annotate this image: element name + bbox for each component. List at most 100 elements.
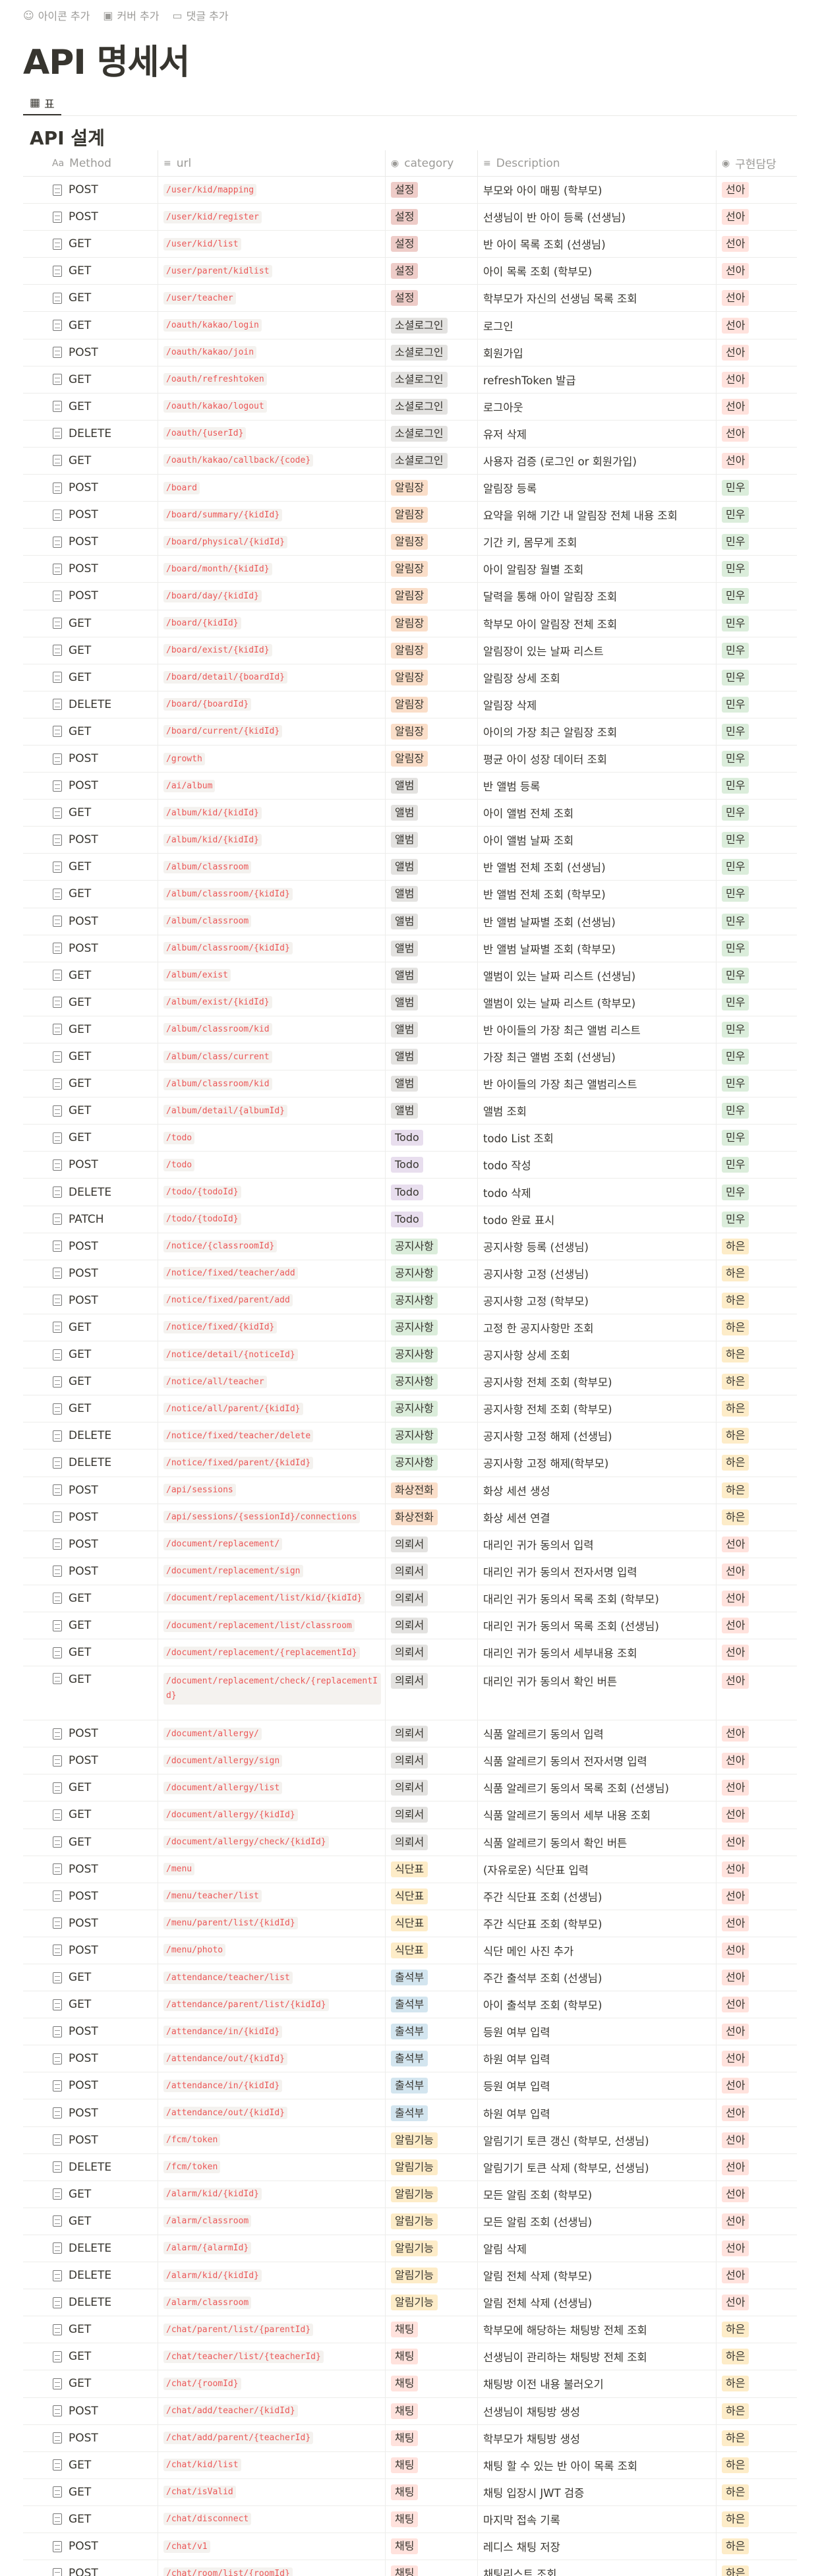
url-cell[interactable]: /board/{boardId} — [158, 691, 386, 718]
description-cell[interactable]: 공지사항 고정 (선생님) — [478, 1260, 717, 1287]
method-cell[interactable]: GET — [23, 1070, 158, 1098]
url-cell[interactable]: /attendance/in/{kidId} — [158, 2072, 386, 2099]
owner-cell[interactable]: 선아 — [717, 1720, 789, 1747]
table-row[interactable]: GET/document/allergy/list 의뢰서 식품 알레르기 동의서 … — [23, 1774, 797, 1802]
owner-cell[interactable]: 하은 — [717, 1287, 789, 1314]
owner-cell[interactable]: 선아 — [717, 2099, 789, 2126]
owner-cell[interactable]: 선아 — [717, 1585, 789, 1612]
column-header-method[interactable]: Aa Method — [23, 150, 158, 177]
url-cell[interactable]: /board/exist/{kidId} — [158, 637, 386, 664]
url-cell[interactable]: /board/month/{kidId} — [158, 556, 386, 583]
description-cell[interactable]: 부모와 아이 매핑 (학부모) — [478, 177, 717, 204]
table-row[interactable]: GET/chat/disconnect 채팅 마지막 접속 기록 하은 — [23, 2505, 797, 2533]
category-cell[interactable]: Todo — [386, 1125, 478, 1152]
method-cell[interactable]: DELETE — [23, 1422, 158, 1449]
method-cell[interactable]: POST — [23, 827, 158, 854]
category-cell[interactable]: 의뢰서 — [386, 1747, 478, 1774]
table-row[interactable]: GET/document/allergy/check/{kidId} 의뢰서 식품 … — [23, 1829, 797, 1856]
url-cell[interactable]: /oauth/kakao/logout — [158, 393, 386, 420]
owner-cell[interactable]: 하은 — [717, 1449, 789, 1476]
method-cell[interactable]: GET — [23, 393, 158, 420]
owner-cell[interactable]: 민우 — [717, 962, 789, 989]
category-cell[interactable]: 공지사항 — [386, 1260, 478, 1287]
owner-cell[interactable]: 하은 — [717, 2425, 789, 2451]
table-row[interactable]: POST/chat/add/teacher/{kidId} 채팅 선생님이 채팅방 … — [23, 2397, 797, 2425]
method-cell[interactable]: POST — [23, 2560, 158, 2576]
method-cell[interactable]: GET — [23, 1395, 158, 1422]
url-cell[interactable]: /document/replacement/list/classroom — [158, 1612, 386, 1639]
method-cell[interactable]: DELETE — [23, 691, 158, 718]
method-cell[interactable]: GET — [23, 989, 158, 1016]
category-cell[interactable]: 채팅 — [386, 2343, 478, 2370]
table-row[interactable]: POST/menu/parent/list/{kidId} 식단표 주간 식단표 조… — [23, 1910, 797, 1937]
url-cell[interactable]: /attendance/out/{kidId} — [158, 2099, 386, 2126]
table-row[interactable]: GET/attendance/teacher/list 출석부 주간 출석부 조회 … — [23, 1964, 797, 1992]
url-cell[interactable]: /user/parent/kidlist — [158, 258, 386, 285]
table-row[interactable]: POST/board/day/{kidId} 알림장 달력을 통해 아이 알림장 조… — [23, 583, 797, 610]
description-cell[interactable]: 공지사항 고정 해제(학부모) — [478, 1449, 717, 1477]
table-row[interactable]: GET/board/detail/{boardId} 알림장 알림장 상세 조회 민우 — [23, 664, 797, 691]
owner-cell[interactable]: 민우 — [717, 583, 789, 609]
table-row[interactable]: POST/notice/fixed/teacher/add 공지사항 공지사항 고정… — [23, 1260, 797, 1287]
category-cell[interactable]: 채팅 — [386, 2424, 478, 2451]
table-row[interactable]: POST/attendance/out/{kidId} 출석부 하원 여부 입력 선아 — [23, 2045, 797, 2073]
method-cell[interactable]: GET — [23, 1043, 158, 1070]
table-row[interactable]: POST/chat/room/list/{roomId} 채팅 채팅리스트 조회 하은 — [23, 2560, 797, 2576]
description-cell[interactable]: 반 아이 목록 조회 (선생님) — [478, 231, 717, 258]
category-cell[interactable]: 출석부 — [386, 2099, 478, 2126]
method-cell[interactable]: POST — [23, 1720, 158, 1747]
url-cell[interactable]: /notice/all/teacher — [158, 1368, 386, 1395]
description-cell[interactable]: 알림 전체 삭제 (선생님) — [478, 2289, 717, 2316]
table-row[interactable]: GET/user/kid/list 설정 반 아이 목록 조회 (선생님) 선아 — [23, 231, 797, 258]
table-row[interactable]: GET/chat/parent/list/{parentId} 채팅 학부모에 해당… — [23, 2316, 797, 2344]
table-row[interactable]: GET/alarm/classroom 알림기능 모든 알림 조회 (선생님) 선아 — [23, 2208, 797, 2235]
url-cell[interactable]: /oauth/kakao/callback/{code} — [158, 447, 386, 475]
method-cell[interactable]: POST — [23, 2045, 158, 2072]
method-cell[interactable]: POST — [23, 2099, 158, 2126]
category-cell[interactable]: 알림기능 — [386, 2126, 478, 2153]
table-row[interactable]: GET/board/current/{kidId} 알림장 아이의 가장 최근 알림… — [23, 718, 797, 746]
description-cell[interactable]: 학부모가 자신의 선생님 목록 조회 — [478, 285, 717, 312]
table-row[interactable]: GET/album/classroom/kid 앨범 반 아이들의 가장 최근 앨범… — [23, 1070, 797, 1098]
url-cell[interactable]: /todo — [158, 1125, 386, 1152]
table-row[interactable]: POST/album/classroom/{kidId} 앨범 반 앨범 날짜별 조… — [23, 935, 797, 962]
owner-cell[interactable]: 선아 — [717, 2289, 789, 2316]
table-row[interactable]: GET/album/kid/{kidId} 앨범 아이 앨범 전체 조회 민우 — [23, 800, 797, 827]
url-cell[interactable]: /album/kid/{kidId} — [158, 800, 386, 827]
category-cell[interactable]: 의뢰서 — [386, 1558, 478, 1585]
method-cell[interactable]: GET — [23, 2316, 158, 2343]
table-row[interactable]: POST/album/classroom 앨범 반 앨범 날짜별 조회 (선생님) 민… — [23, 908, 797, 935]
table-row[interactable]: POST/menu 식단표 (자유로운) 식단표 입력 선아 — [23, 1856, 797, 1883]
table-row[interactable]: GET/alarm/kid/{kidId} 알림기능 모든 알림 조회 (학부모) 선… — [23, 2181, 797, 2208]
table-row[interactable]: DELETE/oauth/{userId} 소셜로그인 유저 삭제 선아 — [23, 420, 797, 448]
url-cell[interactable]: /board/detail/{boardId} — [158, 664, 386, 691]
owner-cell[interactable]: 민우 — [717, 1125, 789, 1151]
url-cell[interactable]: /alarm/{alarmId} — [158, 2235, 386, 2262]
description-cell[interactable]: 주간 출석부 조회 (선생님) — [478, 1964, 717, 1991]
description-cell[interactable]: 사용자 검증 (로그인 or 회원가입) — [478, 447, 717, 475]
description-cell[interactable]: 모든 알림 조회 (선생님) — [478, 2208, 717, 2235]
owner-cell[interactable]: 선아 — [717, 285, 789, 311]
description-cell[interactable]: 기간 키, 몸무게 조회 — [478, 529, 717, 556]
description-cell[interactable]: 하원 여부 입력 — [478, 2099, 717, 2126]
table-row[interactable]: POST/attendance/in/{kidId} 출석부 등원 여부 입력 선아 — [23, 2072, 797, 2100]
description-cell[interactable]: 회원가입 — [478, 339, 717, 366]
description-cell[interactable]: 공지사항 전체 조회 (학부모) — [478, 1368, 717, 1395]
method-cell[interactable]: POST — [23, 935, 158, 962]
owner-cell[interactable]: 선아 — [717, 1639, 789, 1666]
method-cell[interactable]: GET — [23, 1098, 158, 1125]
method-cell[interactable]: GET — [23, 800, 158, 827]
category-cell[interactable]: 앨범 — [386, 1098, 478, 1125]
method-cell[interactable]: POST — [23, 908, 158, 935]
owner-cell[interactable]: 선아 — [717, 258, 789, 284]
description-cell[interactable]: 요약을 위해 기간 내 알림장 전체 내용 조회 — [478, 502, 717, 529]
url-cell[interactable]: /fcm/token — [158, 2126, 386, 2153]
method-cell[interactable]: GET — [23, 1314, 158, 1341]
url-cell[interactable]: /album/classroom/kid — [158, 1016, 386, 1043]
description-cell[interactable]: 학부모가 채팅방 생성 — [478, 2424, 717, 2451]
description-cell[interactable]: 아이 알림장 월별 조회 — [478, 556, 717, 583]
method-cell[interactable]: POST — [23, 1937, 158, 1964]
description-cell[interactable]: 알림장이 있는 날짜 리스트 — [478, 637, 717, 664]
method-cell[interactable]: GET — [23, 366, 158, 393]
method-cell[interactable]: POST — [23, 1883, 158, 1910]
